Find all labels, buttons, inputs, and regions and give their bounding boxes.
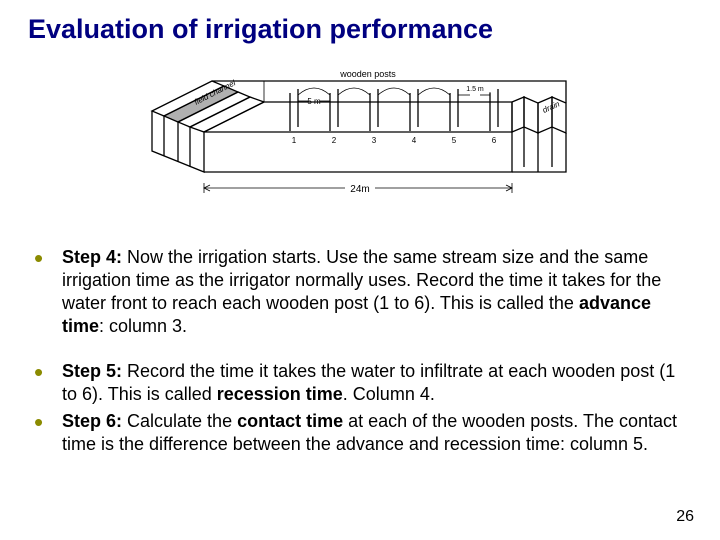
post-num-5: 5 <box>452 136 457 145</box>
bullet-text-a: Calculate the <box>122 411 237 431</box>
bullet-list: Step 4: Now the irrigation starts. Use t… <box>28 246 692 456</box>
bullet-lead: Step 6: <box>62 411 122 431</box>
bullet-em: contact time <box>237 411 343 431</box>
post-num-6: 6 <box>492 136 497 145</box>
bullet-text-a: Now the irrigation starts. Use the same … <box>62 247 661 313</box>
bullet-step-5: Step 5: Record the time it takes the wat… <box>28 360 692 406</box>
label-wooden-posts: wooden posts <box>339 69 396 79</box>
label-1-5m: 1.5 m <box>466 86 484 93</box>
bullet-text-b: . Column 4. <box>343 384 435 404</box>
page-number: 26 <box>676 508 694 526</box>
slide-title: Evaluation of irrigation performance <box>28 14 692 45</box>
post-num-1: 1 <box>292 136 297 145</box>
label-5m: 5 m <box>307 97 321 106</box>
bullet-lead: Step 4: <box>62 247 122 267</box>
post-num-2: 2 <box>332 136 337 145</box>
bullet-step-4: Step 4: Now the irrigation starts. Use t… <box>28 246 692 338</box>
figure-container: field channel wooden posts drain 5 m 1.5… <box>28 53 692 228</box>
bullet-step-6: Step 6: Calculate the contact time at ea… <box>28 410 692 456</box>
label-24m: 24m <box>350 184 369 195</box>
slide: Evaluation of irrigation performance <box>0 0 720 540</box>
bullet-text-b: : column 3. <box>99 316 187 336</box>
post-arcs <box>298 88 450 95</box>
post-num-4: 4 <box>412 136 417 145</box>
bullet-em: recession time <box>217 384 343 404</box>
bullet-lead: Step 5: <box>62 361 122 381</box>
post-num-3: 3 <box>372 136 377 145</box>
irrigation-diagram: field channel wooden posts drain 5 m 1.5… <box>140 53 580 228</box>
